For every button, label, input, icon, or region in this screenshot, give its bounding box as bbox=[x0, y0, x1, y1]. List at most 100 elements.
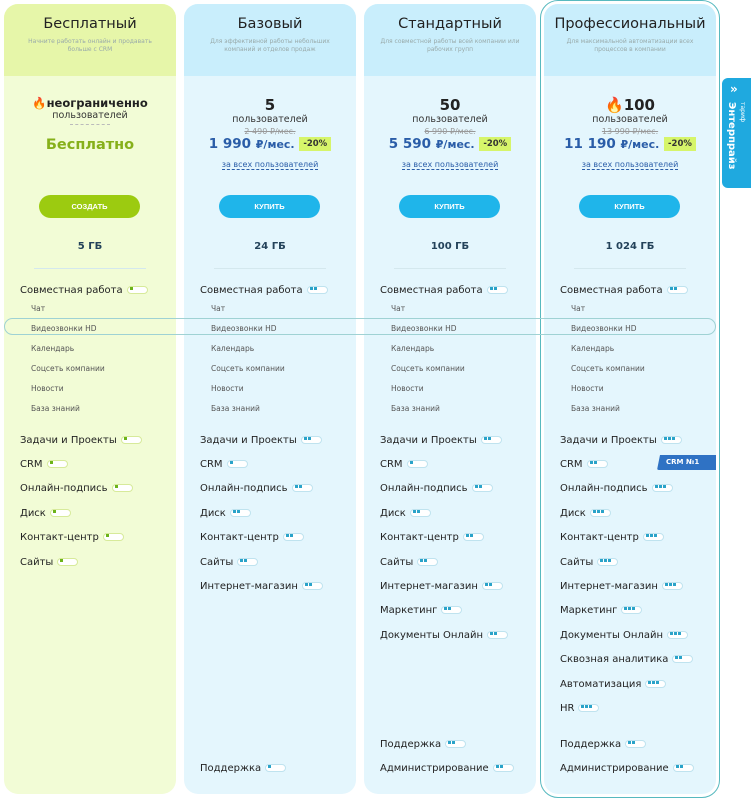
currency: ₽/мес. bbox=[435, 138, 475, 151]
sub-feature-item: Соцсеть компании bbox=[571, 364, 645, 373]
sub-feature-item: Чат bbox=[571, 304, 586, 313]
feature-item: Диск bbox=[380, 507, 431, 521]
feature-item: Сайты bbox=[380, 556, 439, 570]
standard-plan-button[interactable]: КУПИТЬ bbox=[399, 195, 500, 218]
level-indicator bbox=[667, 631, 688, 639]
level-indicator bbox=[487, 631, 508, 639]
sub-feature-item: Новости bbox=[211, 384, 244, 393]
plan-card-basic: Базовый Для эффективной работы небольших… bbox=[184, 4, 356, 794]
level-indicator bbox=[57, 558, 79, 566]
level-indicator bbox=[229, 509, 251, 517]
feature-item: Совместная работа bbox=[200, 284, 328, 298]
feature-item: Задачи и Проекты bbox=[200, 434, 322, 448]
level-indicator bbox=[301, 582, 323, 590]
feature-item: Интернет-магазин bbox=[560, 580, 683, 594]
level-indicator bbox=[660, 436, 682, 444]
per-all-users-link[interactable]: за всех пользователей bbox=[581, 160, 679, 170]
sub-feature-item: Чат bbox=[31, 304, 46, 313]
feature-item: Документы Онлайн bbox=[380, 629, 508, 643]
level-indicator bbox=[265, 764, 287, 772]
sub-feature-item: Соцсеть компании bbox=[391, 364, 465, 373]
basic-plan-button[interactable]: КУПИТЬ bbox=[219, 195, 320, 218]
feature-item: Задачи и Проекты bbox=[560, 434, 682, 448]
divider bbox=[214, 268, 326, 269]
old-price: 2 490 ₽/мес. bbox=[244, 127, 296, 136]
sub-feature-item: Календарь bbox=[211, 344, 255, 353]
level-indicator bbox=[282, 533, 304, 541]
feature-item: Интернет-магазин bbox=[380, 580, 503, 594]
feature-item: Контакт-центр bbox=[20, 531, 124, 545]
storage: 100 ГБ bbox=[430, 241, 470, 252]
level-indicator bbox=[111, 484, 133, 492]
feature-item: Задачи и Проекты bbox=[20, 434, 142, 448]
level-indicator bbox=[409, 509, 431, 517]
sub-feature-item: Видеозвонки HD bbox=[211, 324, 277, 333]
storage: 24 ГБ bbox=[254, 241, 286, 252]
feature-item: Диск bbox=[20, 507, 71, 521]
feature-item: Совместная работа bbox=[560, 284, 688, 298]
feature-item: Интернет-магазин bbox=[200, 580, 323, 594]
double-chevron-icon: » bbox=[730, 82, 738, 96]
pro-plan-button[interactable]: КУПИТЬ bbox=[579, 195, 680, 218]
plan-subtitle: Начните работать онлайн и продавать боль… bbox=[28, 38, 152, 53]
enterprise-small: тариф bbox=[739, 102, 746, 123]
feature-item: Диск bbox=[200, 507, 251, 521]
storage: 5 ГБ bbox=[77, 241, 103, 252]
user-count: 100 bbox=[623, 96, 655, 114]
storage: 1 024 ГБ bbox=[605, 241, 655, 252]
fire-icon: 🔥 bbox=[605, 96, 624, 114]
crm-badge: CRM №1 bbox=[657, 455, 716, 470]
level-indicator bbox=[480, 436, 502, 444]
sub-feature-item: Календарь bbox=[571, 344, 615, 353]
fire-icon: 🔥 bbox=[32, 96, 47, 110]
users-label: пользователей bbox=[412, 114, 488, 125]
level-indicator bbox=[291, 484, 313, 492]
sub-feature-item: Чат bbox=[211, 304, 226, 313]
enterprise-tab[interactable]: » тариф Энтерпрайз bbox=[722, 78, 751, 188]
sub-feature-item: База знаний bbox=[571, 404, 620, 413]
feature-item: Администрирование bbox=[380, 762, 514, 776]
divider bbox=[574, 268, 686, 269]
feature-item: Диск bbox=[560, 507, 611, 521]
feature-item: Маркетинг bbox=[560, 604, 643, 618]
level-indicator bbox=[441, 606, 463, 614]
discount-badge: -20% bbox=[479, 137, 512, 151]
plan-subtitle: Для эффективной работы небольших компани… bbox=[210, 38, 330, 53]
feature-item: Маркетинг bbox=[380, 604, 463, 618]
users-label: пользователей bbox=[52, 110, 128, 121]
sub-feature-item: Соцсеть компании bbox=[31, 364, 105, 373]
level-indicator bbox=[578, 704, 600, 712]
sub-feature-item: Новости bbox=[31, 384, 64, 393]
level-indicator bbox=[672, 764, 694, 772]
level-indicator bbox=[120, 436, 142, 444]
sub-feature-item: База знаний bbox=[211, 404, 260, 413]
feature-item: Сайты bbox=[20, 556, 79, 570]
sub-feature-item: База знаний bbox=[31, 404, 80, 413]
per-all-users-link[interactable]: за всех пользователей bbox=[401, 160, 499, 170]
feature-item: Сквозная аналитика bbox=[560, 653, 694, 667]
level-indicator bbox=[492, 764, 514, 772]
level-indicator bbox=[126, 286, 148, 294]
plan-price: 5 590 bbox=[388, 136, 432, 152]
plan-price: 1 990 bbox=[208, 136, 252, 152]
sub-feature-item: База знаний bbox=[391, 404, 440, 413]
old-price: 13 990 ₽/мес. bbox=[601, 127, 659, 136]
level-indicator bbox=[462, 533, 484, 541]
user-count: 50 bbox=[439, 96, 461, 114]
feature-item: CRM bbox=[200, 458, 248, 472]
feature-item: Онлайн-подпись bbox=[380, 482, 493, 496]
feature-item: Документы Онлайн bbox=[560, 629, 688, 643]
plan-price: Бесплатно bbox=[45, 137, 135, 153]
feature-item: Поддержка bbox=[380, 738, 467, 752]
level-indicator bbox=[621, 606, 643, 614]
level-indicator bbox=[406, 460, 428, 468]
plan-price: 11 190 bbox=[564, 136, 616, 152]
sub-feature-item: Соцсеть компании bbox=[211, 364, 285, 373]
per-all-users-link[interactable]: за всех пользователей bbox=[221, 160, 319, 170]
feature-item: Автоматизация bbox=[560, 678, 667, 692]
user-count: 5 bbox=[264, 96, 276, 114]
enterprise-label: Энтерпрайз bbox=[726, 102, 737, 170]
free-plan-button[interactable]: СОЗДАТЬ bbox=[39, 195, 140, 218]
feature-item: Контакт-центр bbox=[200, 531, 304, 545]
feature-item: Администрирование bbox=[560, 762, 694, 776]
